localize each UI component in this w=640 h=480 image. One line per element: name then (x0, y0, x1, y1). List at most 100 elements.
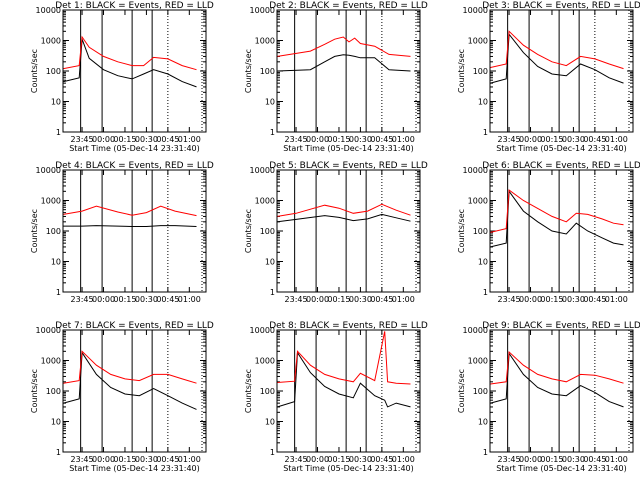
x-tick-label: 00:45 (583, 295, 606, 304)
y-tick-label: 10000 (463, 6, 488, 15)
x-tick-label: 23:45 (498, 295, 521, 304)
plot-frame (62, 329, 207, 453)
series-lld-line (490, 350, 624, 385)
series-events-line (490, 32, 624, 84)
plot-frame (489, 169, 634, 293)
x-tick-label: 01:00 (178, 455, 201, 464)
y-axis-label: Counts/sec (457, 209, 466, 253)
x-axis-label: Start Time (05-Dec-14 23:31:40) (69, 144, 200, 153)
x-tick-label: 00:00 (306, 295, 329, 304)
x-tick-label: 00:00 (306, 455, 329, 464)
panel-det-8: Det 8: BLACK = Events, RED = LLD 1 10 100 10… (244, 321, 428, 473)
plot-frame (62, 169, 207, 293)
y-tick-label: 10000 (250, 6, 275, 15)
x-axis-label: Start Time (05-Dec-14 23:31:40) (496, 464, 627, 473)
x-tick-label: 00:00 (519, 135, 542, 144)
y-tick-label: 10 (478, 418, 488, 427)
y-tick-label: 100 (46, 227, 61, 236)
series-lld-line (277, 203, 411, 217)
plot-frame (489, 329, 634, 453)
y-tick-label: 1 (56, 448, 61, 457)
y-tick-label: 100 (260, 67, 275, 76)
y-tick-label: 1000 (468, 197, 488, 206)
x-tick-label: 23:45 (285, 135, 308, 144)
y-tick-label: 10000 (36, 326, 61, 335)
x-tick-label: 00:45 (370, 135, 393, 144)
y-tick-label: 10 (51, 418, 61, 427)
x-tick-label: 00:45 (583, 135, 606, 144)
x-tick-label: 23:45 (71, 295, 94, 304)
x-tick-label: 23:45 (498, 135, 521, 144)
x-tick-label: 23:45 (71, 455, 94, 464)
panel-det-5: Det 5: BLACK = Events, RED = LLD 1 10 100 10… (244, 161, 428, 304)
y-tick-label: 10000 (463, 326, 488, 335)
x-axis-label: Start Time (05-Dec-14 23:31:40) (69, 464, 200, 473)
x-axis-label: Start Time (05-Dec-14 23:31:40) (283, 464, 414, 473)
y-tick-label: 1000 (255, 197, 275, 206)
x-tick-label: 00:30 (135, 135, 158, 144)
series-events-line (63, 225, 197, 227)
y-axis-label: Counts/sec (457, 49, 466, 93)
x-tick-label: 00:30 (562, 455, 585, 464)
series-lld-line (490, 189, 624, 233)
x-tick-label: 00:15 (113, 455, 136, 464)
series-lld-line (277, 331, 411, 385)
x-tick-label: 00:15 (327, 455, 350, 464)
x-tick-label: 00:30 (349, 295, 372, 304)
y-tick-label: 1 (270, 448, 275, 457)
series-lld-line (490, 30, 624, 70)
x-tick-label: 00:45 (370, 295, 393, 304)
x-tick-label: 00:15 (113, 295, 136, 304)
plot-frame (276, 169, 421, 293)
y-tick-label: 10000 (36, 166, 61, 175)
x-tick-label: 00:30 (562, 295, 585, 304)
panel-title: Det 2: BLACK = Events, RED = LLD (269, 1, 428, 11)
y-axis-label: Counts/sec (30, 49, 39, 93)
series-events-line (490, 352, 624, 408)
y-tick-label: 10000 (250, 166, 275, 175)
x-tick-label: 00:30 (349, 135, 372, 144)
y-tick-label: 1 (483, 448, 488, 457)
x-tick-label: 01:00 (605, 135, 628, 144)
plot-frame (62, 9, 207, 133)
panel-title: Det 3: BLACK = Events, RED = LLD (482, 1, 640, 11)
panel-title: Det 5: BLACK = Events, RED = LLD (269, 161, 428, 171)
series-events-line (277, 54, 411, 72)
panel-title: Det 7: BLACK = Events, RED = LLD (55, 321, 214, 331)
y-tick-label: 10 (265, 258, 275, 267)
x-tick-label: 00:15 (540, 135, 563, 144)
series-lld-line (63, 205, 197, 217)
y-tick-label: 1000 (468, 37, 488, 46)
x-tick-label: 01:00 (392, 295, 415, 304)
panel-title: Det 9: BLACK = Events, RED = LLD (482, 321, 640, 331)
x-tick-label: 01:00 (605, 455, 628, 464)
x-tick-label: 00:30 (135, 295, 158, 304)
y-tick-label: 10000 (463, 166, 488, 175)
y-axis-label: Counts/sec (244, 369, 253, 413)
panel-det-6: Det 6: BLACK = Events, RED = LLD 1 10 100 10… (457, 161, 640, 304)
y-tick-label: 1 (483, 128, 488, 137)
y-tick-label: 10 (265, 418, 275, 427)
x-tick-label: 23:45 (71, 135, 94, 144)
panel-det-4: Det 4: BLACK = Events, RED = LLD 1 10 100 10… (30, 161, 214, 304)
y-tick-label: 10 (478, 258, 488, 267)
y-tick-label: 1000 (468, 357, 488, 366)
y-tick-label: 1000 (41, 357, 61, 366)
x-tick-label: 01:00 (605, 295, 628, 304)
y-axis-label: Counts/sec (30, 209, 39, 253)
x-tick-label: 00:45 (370, 455, 393, 464)
x-tick-label: 00:15 (540, 295, 563, 304)
y-tick-label: 10000 (36, 6, 61, 15)
x-tick-label: 01:00 (392, 135, 415, 144)
y-tick-label: 1000 (255, 37, 275, 46)
y-tick-label: 100 (260, 387, 275, 396)
y-tick-label: 1 (56, 128, 61, 137)
x-tick-label: 23:45 (498, 455, 521, 464)
y-tick-label: 1 (56, 288, 61, 297)
y-tick-label: 10 (51, 98, 61, 107)
series-lld-line (63, 35, 197, 71)
x-tick-label: 00:00 (92, 135, 115, 144)
y-tick-label: 1 (270, 128, 275, 137)
y-axis-label: Counts/sec (457, 369, 466, 413)
